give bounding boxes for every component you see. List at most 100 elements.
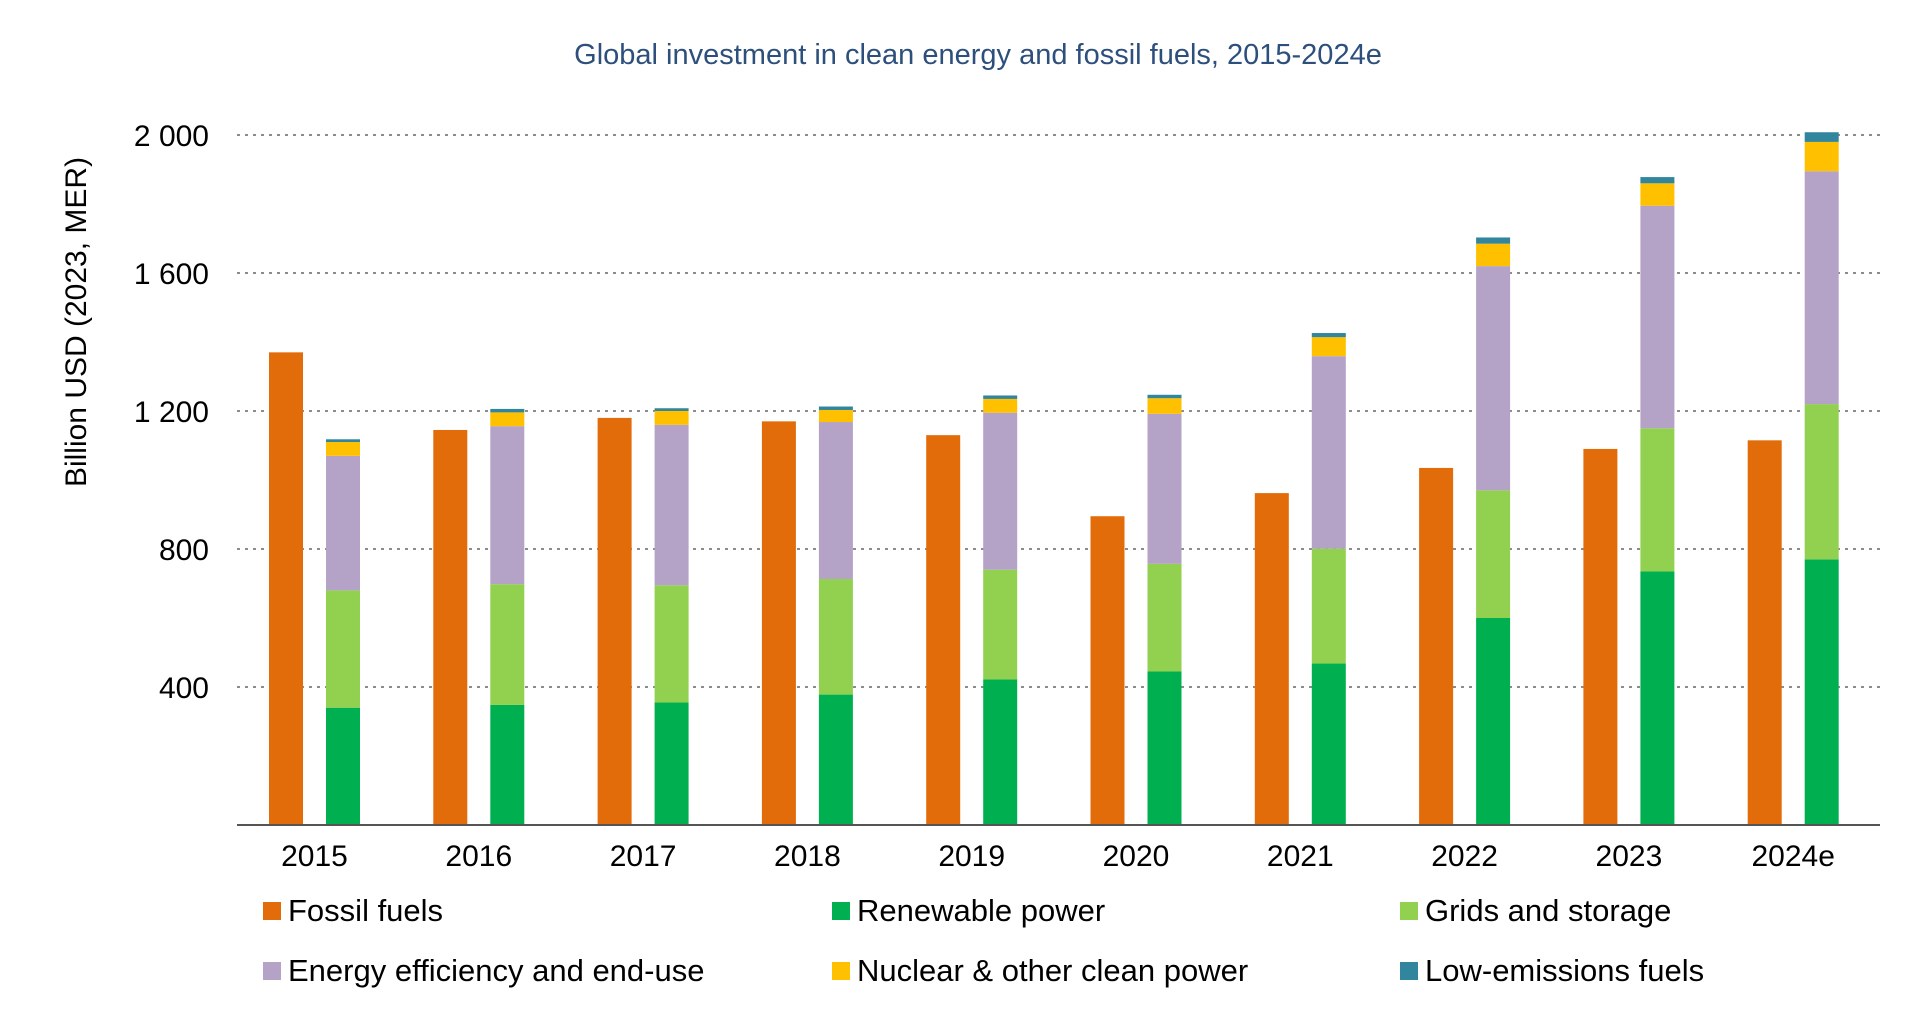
legend-item-low-emissions-fuels: Low-emissions fuels [1400, 953, 1704, 988]
bar-segment-grids-and-storage [818, 579, 853, 695]
legend-item-grids-and-storage: Grids and storage [1400, 893, 1671, 928]
legend-swatch [263, 962, 281, 980]
bar-fossil-fuels [433, 429, 468, 825]
x-tick-label: 2018 [774, 840, 841, 873]
bar-segment-low-emissions-fuels [983, 395, 1018, 399]
bar-segment-energy-efficiency-and-end-use [1640, 205, 1675, 429]
y-tick-label: 1 200 [134, 396, 209, 429]
bar-segment-renewable-power [983, 679, 1018, 825]
bar-segment-nuclear-and-other-clean-power [654, 411, 689, 425]
y-tick-label: 1 600 [134, 258, 209, 291]
bar-fossil-fuels [1419, 467, 1454, 825]
bar-segment-low-emissions-fuels [1640, 177, 1675, 184]
bar-segment-low-emissions-fuels [654, 408, 689, 411]
bar-fossil-fuels [926, 435, 961, 825]
bar-segment-energy-efficiency-and-end-use [1476, 266, 1511, 491]
bar-segment-renewable-power [326, 707, 360, 825]
chart-title: Global investment in clean energy and fo… [574, 39, 1382, 71]
legend-item-fossil-fuels: Fossil fuels [263, 893, 443, 928]
bar-segment-low-emissions-fuels [490, 408, 525, 413]
legend-label: Fossil fuels [288, 893, 443, 928]
legend-item-renewable-power: Renewable power [832, 893, 1105, 928]
bar-segment-low-emissions-fuels [1311, 333, 1346, 338]
bar-segment-nuclear-and-other-clean-power [983, 398, 1018, 413]
bar-segment-low-emissions-fuels [1804, 132, 1839, 142]
legend-swatch [1400, 962, 1418, 980]
legend-label: Renewable power [857, 893, 1105, 928]
legend-swatch [263, 902, 281, 920]
legend: Fossil fuels Renewable power Grids and sto… [263, 893, 1704, 988]
legend-label: Low-emissions fuels [1425, 953, 1704, 988]
y-tick-label: 800 [159, 534, 209, 567]
x-tick-label: 2021 [1267, 840, 1334, 873]
x-tick-labels: 2015 2016 2017 2018 2019 2020 2021 2022 2023 2024… [281, 840, 1835, 873]
bar-segment-grids-and-storage [1311, 548, 1346, 664]
bar-segment-low-emissions-fuels [1147, 394, 1182, 399]
bar-segment-energy-efficiency-and-end-use [1311, 356, 1346, 549]
bar-segment-renewable-power [1147, 671, 1182, 825]
y-axis-label: Billion USD (2023, MER) [60, 157, 93, 487]
x-tick-label: 2020 [1103, 840, 1170, 873]
bar-segment-nuclear-and-other-clean-power [1311, 337, 1346, 357]
bar-segment-energy-efficiency-and-end-use [818, 422, 853, 580]
x-tick-label: 2017 [610, 840, 677, 873]
bar-segment-renewable-power [1804, 559, 1839, 825]
bar-segment-nuclear-and-other-clean-power [490, 412, 525, 427]
legend-item-energy-efficiency-and-end-use: Energy efficiency and end-use [263, 953, 704, 988]
bar-segment-nuclear-and-other-clean-power [1147, 398, 1182, 414]
bar-fossil-fuels [1747, 440, 1782, 825]
x-tick-label: 2016 [445, 840, 512, 873]
bar-segment-low-emissions-fuels [818, 406, 853, 410]
x-tick-label: 2023 [1596, 840, 1663, 873]
bar-fossil-fuels [1583, 448, 1618, 825]
bar-fossil-fuels [269, 352, 303, 825]
bar-segment-nuclear-and-other-clean-power [1804, 141, 1839, 172]
legend-label: Energy efficiency and end-use [288, 953, 704, 988]
bar-segment-renewable-power [1476, 618, 1511, 825]
bar-segment-renewable-power [490, 704, 525, 825]
bar-segment-renewable-power [818, 694, 853, 825]
bar-segment-energy-efficiency-and-end-use [490, 426, 525, 585]
bar-segment-grids-and-storage [490, 584, 525, 705]
bars [269, 132, 1839, 825]
bar-fossil-fuels [597, 417, 632, 825]
y-tick-label: 400 [159, 672, 209, 705]
bar-fossil-fuels [1254, 493, 1289, 825]
bar-segment-grids-and-storage [1640, 428, 1675, 572]
bar-segment-grids-and-storage [1804, 404, 1839, 560]
x-tick-label: 2024e [1751, 840, 1834, 873]
legend-item-nuclear-and-other-clean-power: Nuclear & other clean power [832, 953, 1248, 988]
x-tick-label: 2019 [938, 840, 1005, 873]
bar-segment-low-emissions-fuels [326, 439, 360, 443]
legend-label: Grids and storage [1425, 893, 1671, 928]
bar-segment-renewable-power [1640, 571, 1675, 825]
bar-segment-grids-and-storage [983, 569, 1018, 680]
legend-label: Nuclear & other clean power [857, 953, 1248, 988]
y-tick-label: 2 000 [134, 120, 209, 153]
bar-segment-nuclear-and-other-clean-power [326, 442, 360, 456]
y-tick-labels: 400 800 1 200 1 600 2 000 [134, 120, 209, 705]
legend-swatch [832, 902, 850, 920]
bar-fossil-fuels [761, 421, 796, 825]
bar-segment-nuclear-and-other-clean-power [818, 409, 853, 423]
legend-swatch [832, 962, 850, 980]
bar-segment-energy-efficiency-and-end-use [1804, 171, 1839, 405]
bar-segment-renewable-power [1311, 663, 1346, 825]
x-tick-label: 2015 [281, 840, 348, 873]
bar-segment-energy-efficiency-and-end-use [1147, 413, 1182, 564]
bar-segment-energy-efficiency-and-end-use [654, 424, 689, 586]
bar-segment-energy-efficiency-and-end-use [983, 412, 1018, 570]
gridlines [237, 134, 1880, 688]
x-tick-label: 2022 [1431, 840, 1498, 873]
bar-segment-grids-and-storage [654, 585, 689, 703]
legend-swatch [1400, 902, 1418, 920]
bar-segment-grids-and-storage [326, 590, 360, 708]
bar-segment-grids-and-storage [1476, 490, 1511, 618]
bar-segment-low-emissions-fuels [1476, 237, 1511, 244]
bar-segment-nuclear-and-other-clean-power [1476, 243, 1511, 267]
bar-segment-energy-efficiency-and-end-use [326, 455, 360, 591]
bar-segment-nuclear-and-other-clean-power [1640, 183, 1675, 206]
bar-segment-grids-and-storage [1147, 563, 1182, 672]
